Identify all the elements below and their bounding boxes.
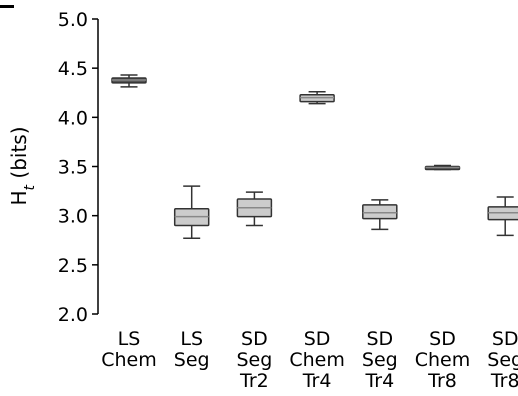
y-tick-label: 3.0 bbox=[58, 206, 88, 228]
box-5 bbox=[362, 199, 398, 231]
corner-mark bbox=[0, 5, 14, 8]
x-tick-label: SD Seg Tr2 bbox=[236, 328, 272, 392]
box-4 bbox=[299, 91, 335, 105]
x-tick-label: SD Chem Tr8 bbox=[415, 328, 471, 392]
x-tick-label: SD Seg Tr4 bbox=[362, 328, 398, 392]
iqr-box bbox=[362, 204, 398, 220]
box-1 bbox=[111, 74, 147, 88]
box-2 bbox=[173, 185, 210, 240]
x-tick-label: LS Seg bbox=[174, 328, 210, 371]
y-tick-label: 2.0 bbox=[58, 304, 88, 326]
y-axis: 2.0 2.5 3.0 3.5 4.0 4.5 5.0 bbox=[58, 9, 99, 326]
y-tick-label: 2.5 bbox=[58, 255, 88, 277]
x-tick-label: LS Chem bbox=[101, 328, 157, 371]
x-tick-labels: LS Chem LS Seg SD Seg Tr2 SD Chem Tr4 SD Seg Tr4 SD Ch… bbox=[101, 328, 518, 392]
y-axis-label: Ht (bits) bbox=[7, 126, 38, 205]
y-tick-label: 3.5 bbox=[58, 157, 88, 179]
box-7 bbox=[487, 196, 518, 237]
x-tick-label: SD Seg Tr8 bbox=[487, 328, 518, 392]
y-tick-label: 5.0 bbox=[58, 9, 88, 31]
y-tick-label: 4.5 bbox=[58, 58, 88, 80]
box-6 bbox=[424, 164, 461, 171]
y-tick-label: 4.0 bbox=[58, 107, 88, 129]
boxes bbox=[111, 74, 518, 240]
box-3 bbox=[236, 191, 273, 227]
x-tick-label: SD Chem Tr4 bbox=[289, 328, 345, 392]
